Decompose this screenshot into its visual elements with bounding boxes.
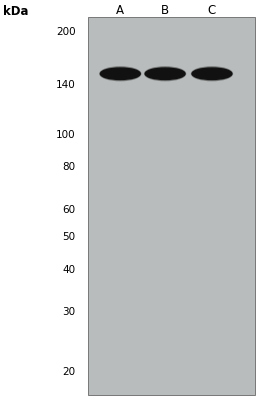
Ellipse shape: [100, 69, 140, 80]
Text: A: A: [116, 4, 124, 17]
Text: B: B: [161, 4, 169, 17]
Ellipse shape: [145, 68, 186, 81]
Ellipse shape: [100, 68, 141, 81]
Text: 50: 50: [62, 231, 76, 241]
Text: 20: 20: [62, 366, 76, 376]
Text: 30: 30: [62, 306, 76, 316]
FancyBboxPatch shape: [88, 18, 255, 395]
Text: 140: 140: [56, 80, 76, 90]
Text: 60: 60: [62, 205, 76, 214]
Ellipse shape: [145, 69, 185, 80]
Ellipse shape: [191, 68, 232, 81]
Ellipse shape: [192, 69, 232, 80]
Text: 100: 100: [56, 129, 76, 139]
Text: 200: 200: [56, 27, 76, 37]
Text: 40: 40: [62, 264, 76, 274]
Text: C: C: [207, 4, 215, 17]
Text: kDa: kDa: [3, 5, 28, 18]
Text: 80: 80: [62, 162, 76, 172]
